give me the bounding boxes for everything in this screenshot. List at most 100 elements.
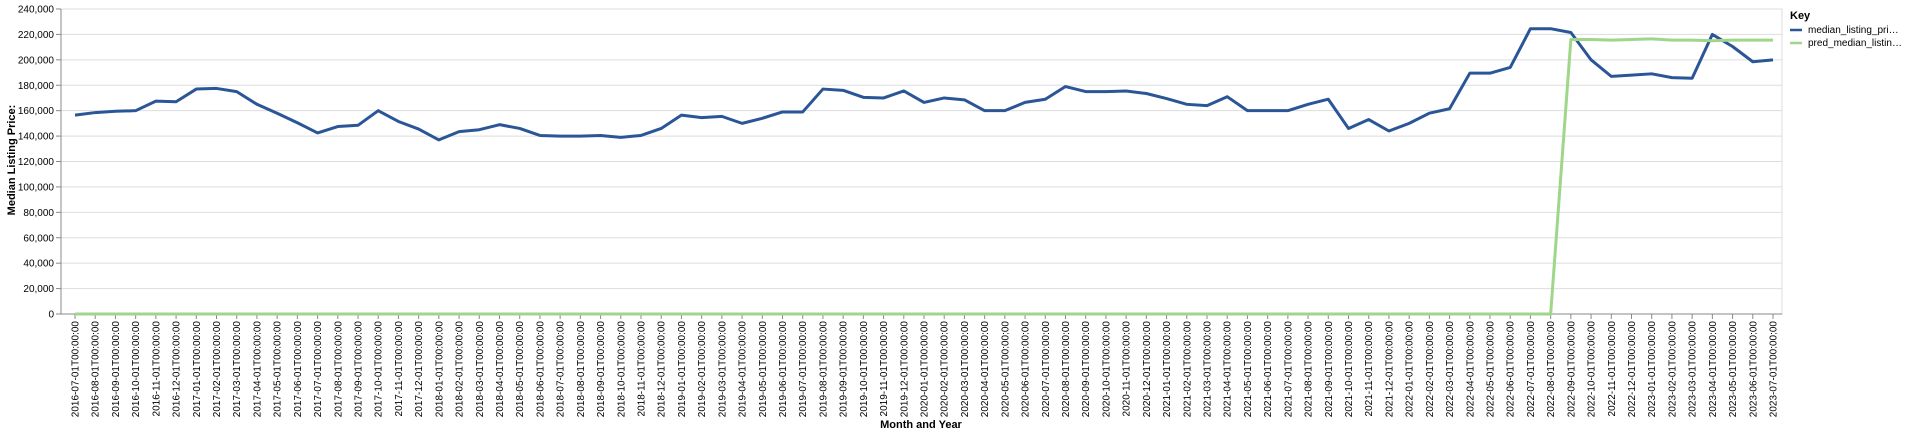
x-tick-label: 2022-12-01T00:00:00	[1627, 321, 1638, 418]
x-tick-label: 2021-03-01T00:00:00	[1203, 321, 1214, 418]
x-tick-label: 2023-01-01T00:00:00	[1647, 321, 1658, 418]
x-tick-label: 2016-11-01T00:00:00	[151, 321, 162, 417]
x-tick-label: 2022-04-01T00:00:00	[1465, 321, 1476, 418]
x-tick-label: 2020-05-01T00:00:00	[1000, 321, 1011, 418]
y-tick-label: 0	[48, 310, 54, 321]
x-tick-label: 2019-02-01T00:00:00	[697, 321, 708, 418]
series-line-2	[75, 37, 1773, 316]
x-tick-label: 2022-03-01T00:00:00	[1445, 321, 1456, 418]
x-tick-label: 2017-12-01T00:00:00	[414, 321, 425, 418]
legend-title: Key	[1790, 10, 1811, 22]
x-tick-label: 2017-04-01T00:00:00	[252, 321, 263, 418]
x-tick-label: 2017-09-01T00:00:00	[354, 321, 365, 418]
x-tick-label: 2019-07-01T00:00:00	[798, 321, 809, 418]
x-tick-label: 2019-06-01T00:00:00	[778, 321, 789, 418]
x-tick-label: 2017-08-01T00:00:00	[333, 321, 344, 418]
x-tick-label: 2019-11-01T00:00:00	[879, 321, 890, 417]
y-tick-label: 60,000	[23, 233, 54, 244]
x-tick-label: 2021-05-01T00:00:00	[1243, 321, 1254, 418]
x-tick-label: 2017-01-01T00:00:00	[192, 321, 203, 418]
x-tick-label: 2018-08-01T00:00:00	[576, 321, 587, 418]
x-tick-label: 2021-12-01T00:00:00	[1384, 321, 1395, 418]
y-tick-label: 180,000	[18, 81, 55, 92]
x-tick-label: 2018-10-01T00:00:00	[616, 321, 627, 418]
y-tick-label: 120,000	[18, 157, 55, 168]
y-tick-label: 20,000	[23, 284, 54, 295]
x-tick-label: 2020-02-01T00:00:00	[940, 321, 951, 418]
x-tick-label: 2021-07-01T00:00:00	[1283, 321, 1294, 418]
x-tick-label: 2020-03-01T00:00:00	[960, 321, 971, 418]
x-tick-label: 2021-09-01T00:00:00	[1324, 321, 1335, 418]
x-tick-label: 2016-09-01T00:00:00	[111, 321, 122, 418]
x-tick-label: 2018-01-01T00:00:00	[434, 321, 445, 418]
y-tick-label: 240,000	[18, 5, 55, 16]
y-tick-label: 40,000	[23, 259, 54, 270]
x-tick-label: 2021-01-01T00:00:00	[1162, 321, 1173, 418]
y-tick-label: 80,000	[23, 208, 54, 219]
gridlines	[60, 8, 1783, 315]
x-tick-label: 2019-01-01T00:00:00	[677, 321, 688, 418]
x-tick-label: 2022-06-01T00:00:00	[1506, 321, 1517, 418]
x-tick-label: 2023-06-01T00:00:00	[1748, 321, 1759, 418]
x-tick-label: 2021-11-01T00:00:00	[1364, 321, 1375, 417]
x-tick-label: 2018-02-01T00:00:00	[455, 321, 466, 418]
x-tick-label: 2021-02-01T00:00:00	[1182, 321, 1193, 418]
x-tick-label: 2022-10-01T00:00:00	[1587, 321, 1598, 418]
x-tick-label: 2019-03-01T00:00:00	[717, 321, 728, 418]
x-tick-label: 2022-02-01T00:00:00	[1425, 321, 1436, 418]
x-tick-label: 2023-07-01T00:00:00	[1769, 321, 1780, 418]
x-tick-label: 2018-07-01T00:00:00	[556, 321, 567, 418]
x-tick-label: 2017-10-01T00:00:00	[374, 321, 385, 418]
x-tick-label: 2022-01-01T00:00:00	[1405, 321, 1416, 418]
x-tick-label: 2019-10-01T00:00:00	[859, 321, 870, 418]
x-tick-label: 2023-02-01T00:00:00	[1667, 321, 1678, 418]
x-tick-label: 2020-11-01T00:00:00	[1122, 321, 1133, 417]
x-tick-label: 2020-01-01T00:00:00	[920, 321, 931, 418]
x-tick-label: 2020-08-01T00:00:00	[1061, 321, 1072, 418]
x-tick-label: 2017-07-01T00:00:00	[313, 321, 324, 418]
x-tick-label: 2017-05-01T00:00:00	[273, 321, 284, 418]
legend: Key median_listing_pri… pred_median_listi…	[1790, 10, 1902, 49]
x-tick-label: 2016-12-01T00:00:00	[172, 321, 183, 418]
y-tick-label: 140,000	[18, 132, 55, 143]
x-axis-title: Month and Year	[880, 419, 962, 431]
x-tick-label: 2023-03-01T00:00:00	[1688, 321, 1699, 418]
x-tick-label: 2018-12-01T00:00:00	[657, 321, 668, 418]
x-tick-label: 2017-11-01T00:00:00	[394, 321, 405, 417]
x-tick-label: 2021-04-01T00:00:00	[1223, 321, 1234, 418]
x-tick-label: 2019-04-01T00:00:00	[738, 321, 749, 418]
x-tick-label: 2018-04-01T00:00:00	[495, 321, 506, 418]
x-tick-label: 2020-12-01T00:00:00	[1142, 321, 1153, 418]
x-tick-label: 2021-10-01T00:00:00	[1344, 321, 1355, 418]
x-tick-label: 2018-03-01T00:00:00	[475, 321, 486, 418]
x-tick-label: 2021-08-01T00:00:00	[1304, 321, 1315, 418]
series-layer	[74, 27, 1774, 316]
y-tick-label: 220,000	[18, 30, 55, 41]
x-tick-label: 2022-05-01T00:00:00	[1486, 321, 1497, 418]
x-tick-label: 2019-08-01T00:00:00	[818, 321, 829, 418]
x-tick-label: 2022-07-01T00:00:00	[1526, 321, 1537, 418]
x-tick-label: 2018-06-01T00:00:00	[535, 321, 546, 418]
x-tick-label: 2018-09-01T00:00:00	[596, 321, 607, 418]
x-tick-label: 2023-04-01T00:00:00	[1708, 321, 1719, 418]
y-tick-label: 160,000	[18, 106, 55, 117]
y-axis-title: Median Listing Price:	[6, 105, 18, 216]
x-tick-label: 2016-07-01T00:00:00	[71, 321, 82, 418]
x-tick-label: 2019-05-01T00:00:00	[758, 321, 769, 418]
x-tick-label: 2016-10-01T00:00:00	[131, 321, 142, 418]
x-tick-label: 2019-12-01T00:00:00	[899, 321, 910, 418]
x-tick-label: 2019-09-01T00:00:00	[839, 321, 850, 418]
x-tick-label: 2016-08-01T00:00:00	[91, 321, 102, 418]
x-tick-label: 2021-06-01T00:00:00	[1263, 321, 1274, 418]
x-tick-label: 2017-06-01T00:00:00	[293, 321, 304, 418]
y-axis: 0 20,000 40,000 60,000 80,000 100,000 120,000 1…	[18, 5, 62, 321]
x-tick-label: 2020-10-01T00:00:00	[1101, 321, 1112, 418]
x-tick-label: 2020-07-01T00:00:00	[1041, 321, 1052, 418]
x-tick-label: 2018-11-01T00:00:00	[637, 321, 648, 417]
x-tick-label: 2017-02-01T00:00:00	[212, 321, 223, 418]
x-tick-label: 2018-05-01T00:00:00	[515, 321, 526, 418]
x-tick-label: 2020-04-01T00:00:00	[980, 321, 991, 418]
y-tick-label: 200,000	[18, 55, 55, 66]
legend-label-1: median_listing_pri…	[1808, 25, 1899, 36]
